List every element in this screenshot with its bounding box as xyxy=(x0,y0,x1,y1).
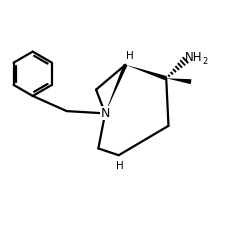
Polygon shape xyxy=(105,64,127,113)
Text: H: H xyxy=(116,161,123,171)
Text: H: H xyxy=(126,51,133,61)
Text: 2: 2 xyxy=(202,57,207,66)
Polygon shape xyxy=(166,78,191,84)
Polygon shape xyxy=(125,65,166,80)
Text: N: N xyxy=(100,107,110,120)
Text: NH: NH xyxy=(184,51,202,64)
